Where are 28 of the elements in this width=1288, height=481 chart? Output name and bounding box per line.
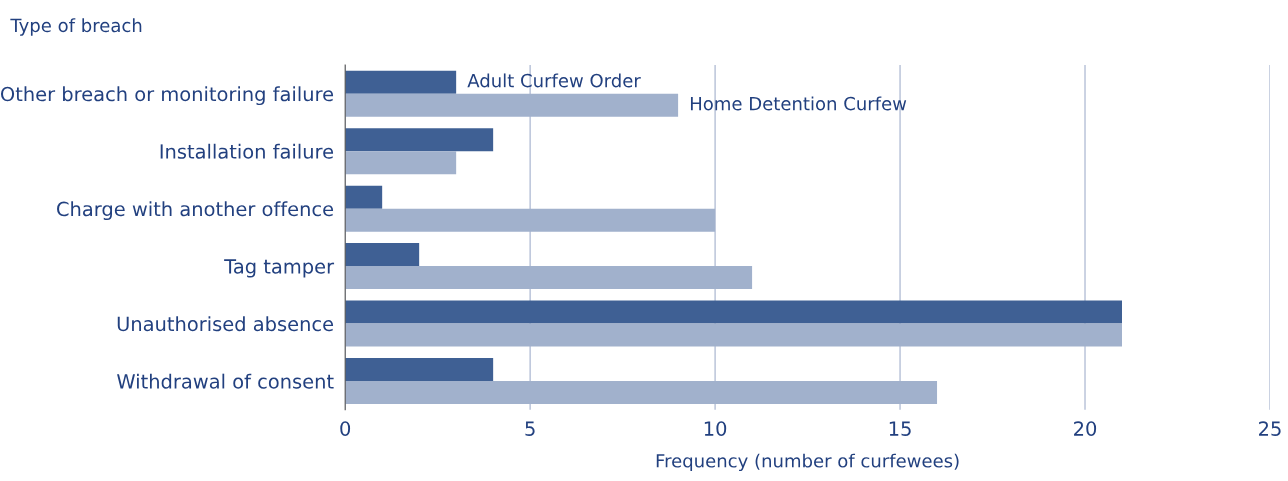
- bar: [345, 243, 420, 267]
- bar: [345, 381, 938, 405]
- y-tick-label: Other breach or monitoring failure: [1, 86, 334, 106]
- y-tick-label: Withdrawal of consent: [117, 373, 334, 389]
- series-label: Home Detention Curfew: [690, 96, 907, 111]
- series-label: Adult Curfew Order: [467, 73, 641, 88]
- bar: [345, 185, 383, 209]
- x-tick-label: 0: [340, 421, 351, 436]
- y-axis-title: Type of breach: [10, 18, 142, 36]
- bar: [345, 70, 457, 94]
- y-tick-label: Tag tamper: [224, 259, 335, 278]
- x-tick-label: 15: [889, 421, 911, 436]
- x-tick-label: 5: [525, 421, 535, 436]
- bar: [345, 128, 494, 152]
- bar: [345, 266, 753, 290]
- bar: [345, 93, 679, 117]
- bar: [345, 300, 1122, 324]
- bar: [345, 151, 457, 175]
- x-tick-label: 10: [704, 421, 727, 436]
- y-tick-label: Unauthorised absence: [117, 316, 334, 332]
- y-tick-label: Installation failure: [160, 143, 334, 159]
- x-tick-label: 20: [1074, 421, 1097, 436]
- y-tick-label: Charge with another offence: [57, 201, 334, 221]
- x-tick-label: 25: [1259, 421, 1281, 436]
- bar: [345, 323, 1122, 347]
- bar: [345, 208, 716, 232]
- x-axis-title: Frequency (number of curfewees): [656, 453, 959, 472]
- bar: [345, 358, 494, 382]
